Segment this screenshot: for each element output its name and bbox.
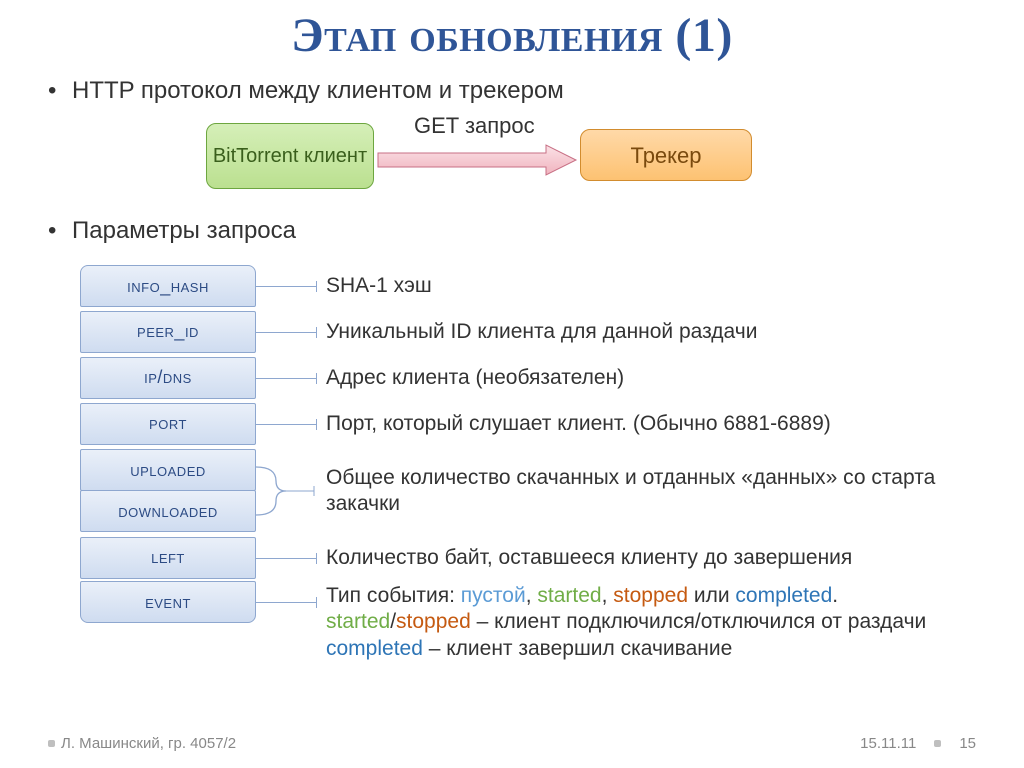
- dot-icon: [48, 740, 55, 747]
- param-row-group: uploaded downloaded Общее количество ска…: [48, 447, 976, 535]
- connector-line: [256, 602, 316, 603]
- param-row: info_hash SHA-1 хэш: [48, 263, 976, 309]
- param-name: downloaded: [80, 490, 256, 532]
- param-name: peer_id: [80, 311, 256, 353]
- diagram: BitTorrent клиент GET запрос Трекер: [48, 109, 976, 203]
- footer-author: Л. Машинский, гр. 4057/2: [61, 735, 236, 752]
- param-name: port: [80, 403, 256, 445]
- bullet-text: HTTP протокол между клиентом и трекером: [72, 77, 564, 105]
- footer-page: 15: [959, 735, 976, 752]
- bullet-icon: •: [48, 217, 72, 245]
- param-name: left: [80, 537, 256, 579]
- bullet-text: Параметры запроса: [72, 217, 296, 245]
- param-name: uploaded: [80, 449, 256, 491]
- footer-left: Л. Машинский, гр. 4057/2: [48, 735, 236, 752]
- connector-line: [256, 378, 316, 379]
- param-desc: Порт, который слушает клиент. (Обычно 68…: [316, 411, 976, 437]
- param-row: event Тип события: пустой, started, stop…: [48, 581, 976, 671]
- footer-right: 15.11.11 15: [860, 735, 976, 752]
- box-tracker-label: Трекер: [630, 143, 701, 168]
- slide-title: Этап обновления (1): [48, 0, 976, 63]
- param-row: peer_id Уникальный ID клиента для данной…: [48, 309, 976, 355]
- box-tracker: Трекер: [580, 129, 752, 181]
- bullet-params: • Параметры запроса: [48, 217, 976, 245]
- param-name: ip/dns: [80, 357, 256, 399]
- footer-date: 15.11.11: [860, 735, 916, 752]
- box-client-label: BitTorrent клиент: [213, 145, 367, 168]
- param-desc: Общее количество скачанных и отданных «д…: [316, 465, 976, 518]
- param-desc: Уникальный ID клиента для данной раздачи: [316, 319, 976, 345]
- param-name: event: [80, 581, 256, 623]
- param-row: ip/dns Адрес клиента (необязателен): [48, 355, 976, 401]
- footer: Л. Машинский, гр. 4057/2 15.11.11 15: [0, 735, 1024, 752]
- dot-icon: [934, 740, 941, 747]
- param-name-stack: uploaded downloaded: [48, 450, 256, 532]
- param-desc: Тип события: пустой, started, stopped ил…: [316, 581, 976, 662]
- box-client: BitTorrent клиент: [206, 123, 374, 189]
- param-desc: Адрес клиента (необязателен): [316, 365, 976, 391]
- param-name: info_hash: [80, 265, 256, 307]
- param-row: port Порт, который слушает клиент. (Обыч…: [48, 401, 976, 447]
- param-row: left Количество байт, оставшееся клиенту…: [48, 535, 976, 581]
- connector-line: [256, 424, 316, 425]
- param-desc: Количество байт, оставшееся клиенту до з…: [316, 545, 976, 571]
- connector-line: [256, 558, 316, 559]
- brace-icon: [256, 447, 316, 535]
- connector-line: [256, 332, 316, 333]
- arrow-label: GET запрос: [414, 113, 535, 139]
- bullet-icon: •: [48, 77, 72, 105]
- params-table: info_hash SHA-1 хэш peer_id Уникальный I…: [48, 263, 976, 671]
- param-desc: SHA-1 хэш: [316, 273, 976, 299]
- arrow-icon: [376, 143, 578, 177]
- bullet-http: • HTTP протокол между клиентом и трекеро…: [48, 77, 976, 105]
- connector-line: [256, 286, 316, 287]
- slide: Этап обновления (1) • HTTP протокол межд…: [0, 0, 1024, 768]
